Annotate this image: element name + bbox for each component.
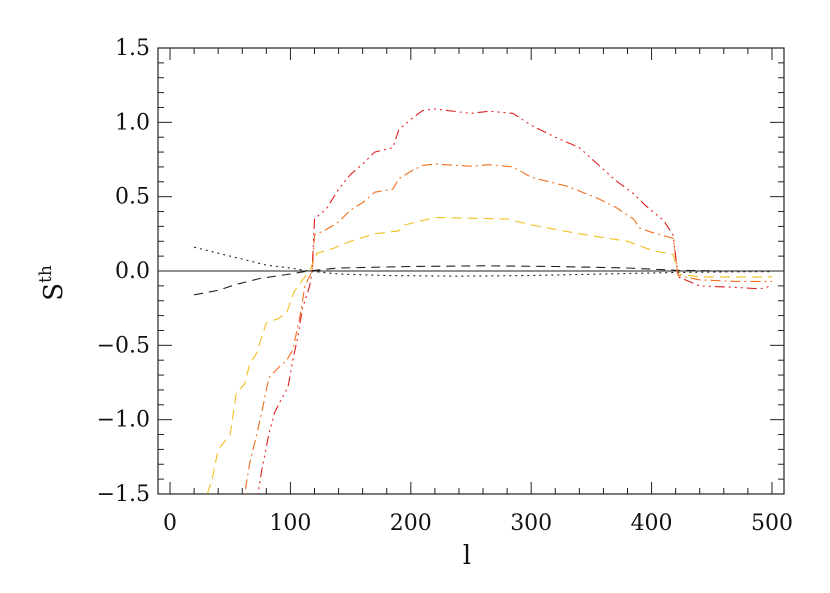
- y-tick-label: −1.0: [97, 408, 150, 433]
- y-tick-label: 1.5: [115, 36, 150, 61]
- series-line-5: [257, 108, 773, 494]
- series-line-4: [244, 163, 772, 494]
- y-tick-label: −0.5: [97, 333, 150, 358]
- y-axis-label: Sth: [36, 265, 69, 301]
- x-tick-label: 500: [751, 511, 793, 536]
- x-tick-label: 100: [269, 511, 311, 536]
- y-tick-label: 0.0: [115, 259, 150, 284]
- x-tick-label: 400: [631, 511, 673, 536]
- series-line-1: [193, 246, 772, 277]
- x-tick-label: 300: [510, 511, 552, 536]
- y-tick-label: 1.0: [115, 110, 150, 135]
- series-line-3: [206, 216, 772, 494]
- y-tick-label: −1.5: [97, 482, 150, 507]
- series-line-2: [193, 265, 772, 296]
- y-tick-label: 0.5: [115, 185, 150, 210]
- y-axis-label-base: S: [39, 283, 69, 301]
- y-axis-label-superscript: th: [36, 265, 56, 283]
- x-tick-label: 200: [390, 511, 432, 536]
- x-axis-label: l: [463, 541, 471, 571]
- x-tick-label: 0: [163, 511, 177, 536]
